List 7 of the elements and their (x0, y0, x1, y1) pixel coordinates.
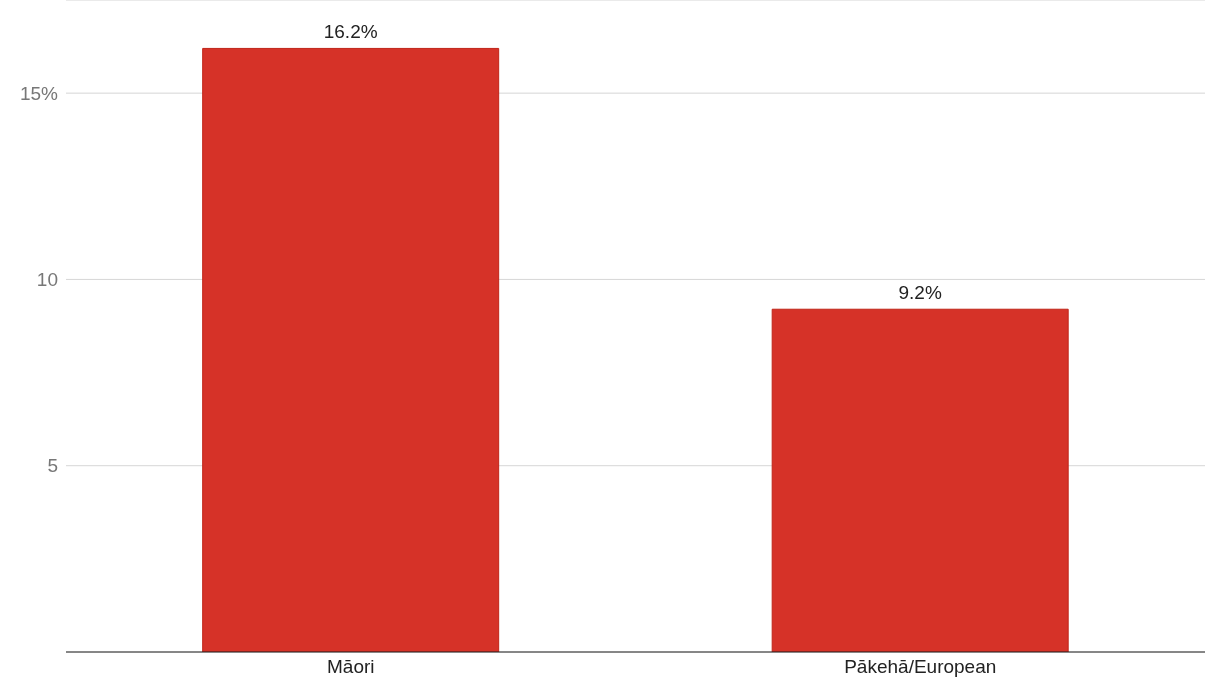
x-tick-label: Pākehā/European (844, 656, 997, 678)
y-tick-label: 10 (36, 269, 58, 291)
y-tick-label: 15% (19, 82, 59, 104)
y-tick-label: 5 (47, 455, 58, 477)
data-label: 16.2% (323, 21, 378, 43)
x-tick-label: Māori (326, 656, 375, 678)
data-label: 9.2% (898, 282, 942, 304)
